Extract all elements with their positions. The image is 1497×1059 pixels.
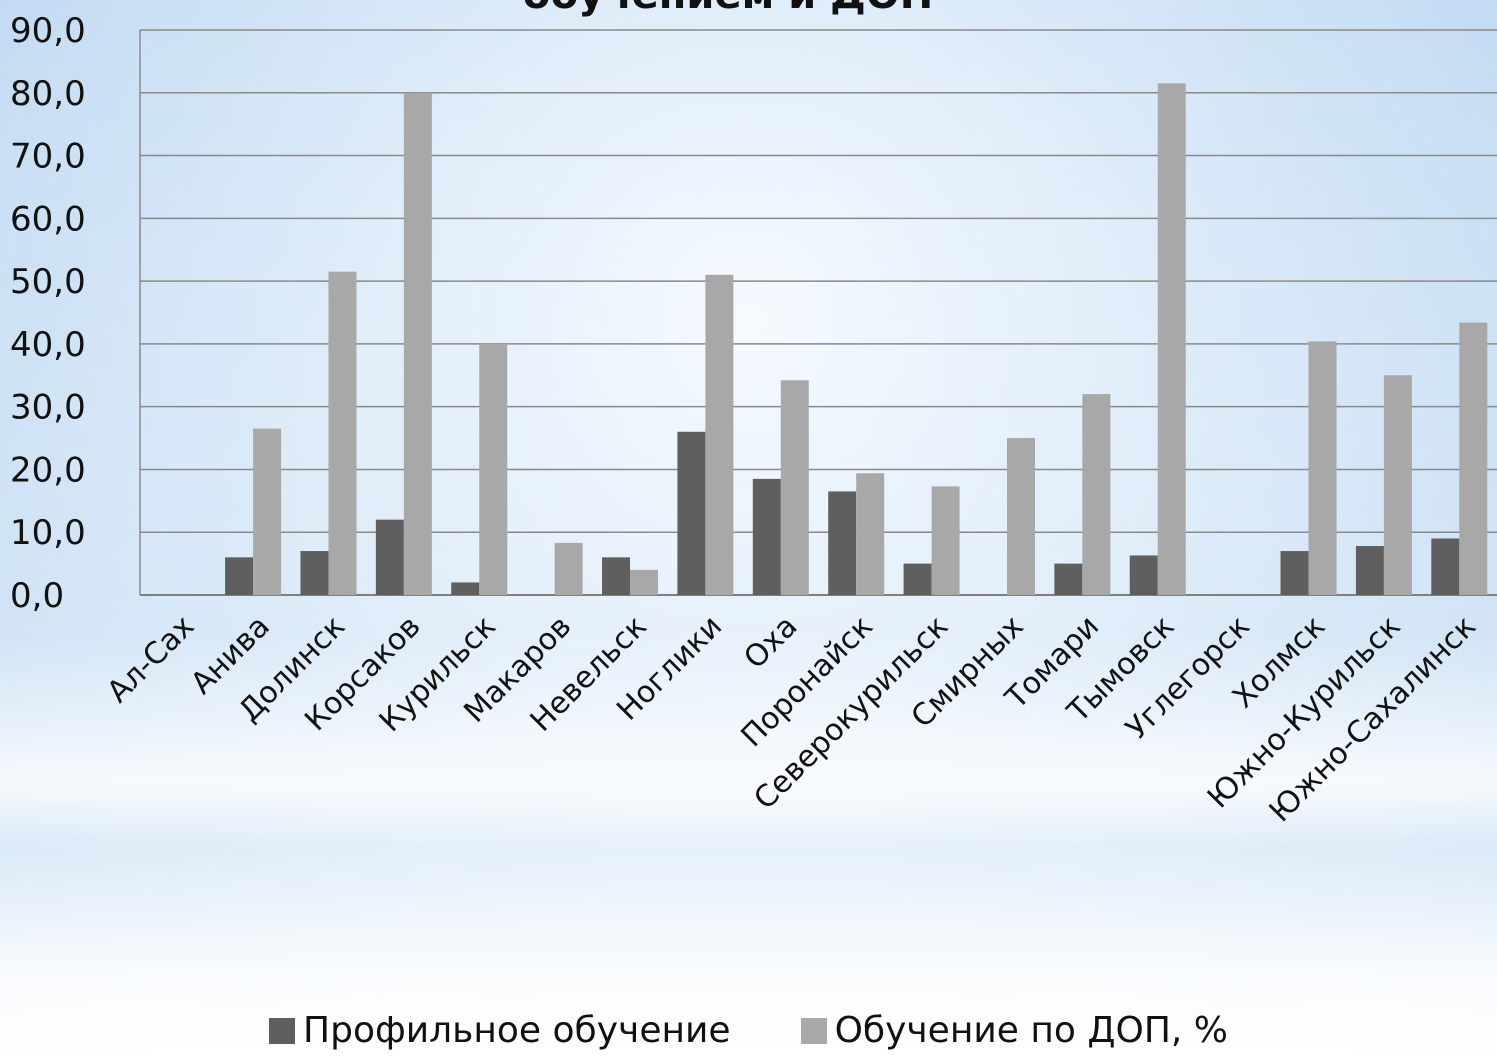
category-label: Ал-Сах — [101, 609, 202, 710]
bar-dop — [328, 271, 357, 595]
bar-profile — [903, 563, 932, 595]
bar-dop — [1157, 83, 1186, 595]
bar-profile — [1431, 538, 1460, 595]
bar-dop — [630, 569, 659, 595]
y-axis-tick-labels: 90,0 80,0 70,0 60,0 50,0 40,0 30,0 20,0 10,0 0,0 — [10, 11, 86, 616]
bars — [225, 83, 1488, 596]
legend-item-profile: Профильное обучение — [269, 1010, 731, 1051]
y-tick-label: 70,0 — [10, 137, 86, 177]
bar-dop — [705, 274, 734, 595]
legend-swatch-dop — [800, 1017, 827, 1044]
bar-dop — [1082, 394, 1111, 595]
bar-dop — [554, 542, 583, 595]
bar-dop — [403, 92, 432, 596]
bar-profile — [1355, 546, 1384, 595]
bar-profile — [602, 557, 631, 595]
bar-dop — [780, 380, 809, 595]
bar-profile — [300, 551, 329, 595]
y-tick-label: 80,0 — [10, 74, 86, 114]
y-tick-label: 0,0 — [10, 576, 64, 616]
bar-dop — [931, 486, 960, 595]
bar-profile — [677, 431, 706, 595]
bar-profile — [752, 478, 781, 595]
y-tick-label: 40,0 — [10, 325, 86, 365]
legend-item-dop: Обучение по ДОП, % — [800, 1010, 1228, 1051]
bar-dop — [1308, 341, 1337, 595]
bar-profile — [1280, 551, 1309, 595]
bar-profile — [225, 557, 254, 595]
y-tick-label: 10,0 — [10, 513, 86, 553]
bar-dop — [856, 473, 885, 595]
y-tick-label: 60,0 — [10, 199, 86, 239]
bar-profile — [451, 582, 480, 595]
bar-dop — [1383, 375, 1412, 595]
category-label: Оха — [737, 609, 804, 676]
bar-profile — [828, 491, 857, 595]
legend-label-profile: Профильное обучение — [303, 1010, 731, 1051]
bar-dop — [1006, 438, 1035, 595]
bar-chart: обучением и ДОП 90,0 80,0 70,0 60,0 50,0 40,0… — [10, 0, 1497, 829]
category-labels: Ал-СахАниваДолинскКорсаковКурильскМакаро… — [101, 609, 1483, 829]
bar-dop — [479, 343, 508, 595]
bar-profile — [1129, 555, 1158, 595]
legend-label-dop: Обучение по ДОП, % — [834, 1010, 1228, 1051]
chart-title: обучением и ДОП — [523, 0, 934, 18]
bar-dop — [1459, 322, 1488, 595]
y-tick-label: 50,0 — [10, 262, 86, 302]
y-tick-label: 90,0 — [10, 11, 86, 51]
y-tick-label: 30,0 — [10, 388, 86, 428]
bar-profile — [375, 519, 404, 595]
y-tick-label: 20,0 — [10, 450, 86, 490]
bar-dop — [253, 428, 282, 595]
gridlines — [139, 29, 1497, 596]
legend-swatch-profile — [269, 1017, 296, 1044]
legend: Профильное обучение Обучение по ДОП, % — [0, 1010, 1497, 1051]
bar-profile — [1054, 563, 1083, 595]
